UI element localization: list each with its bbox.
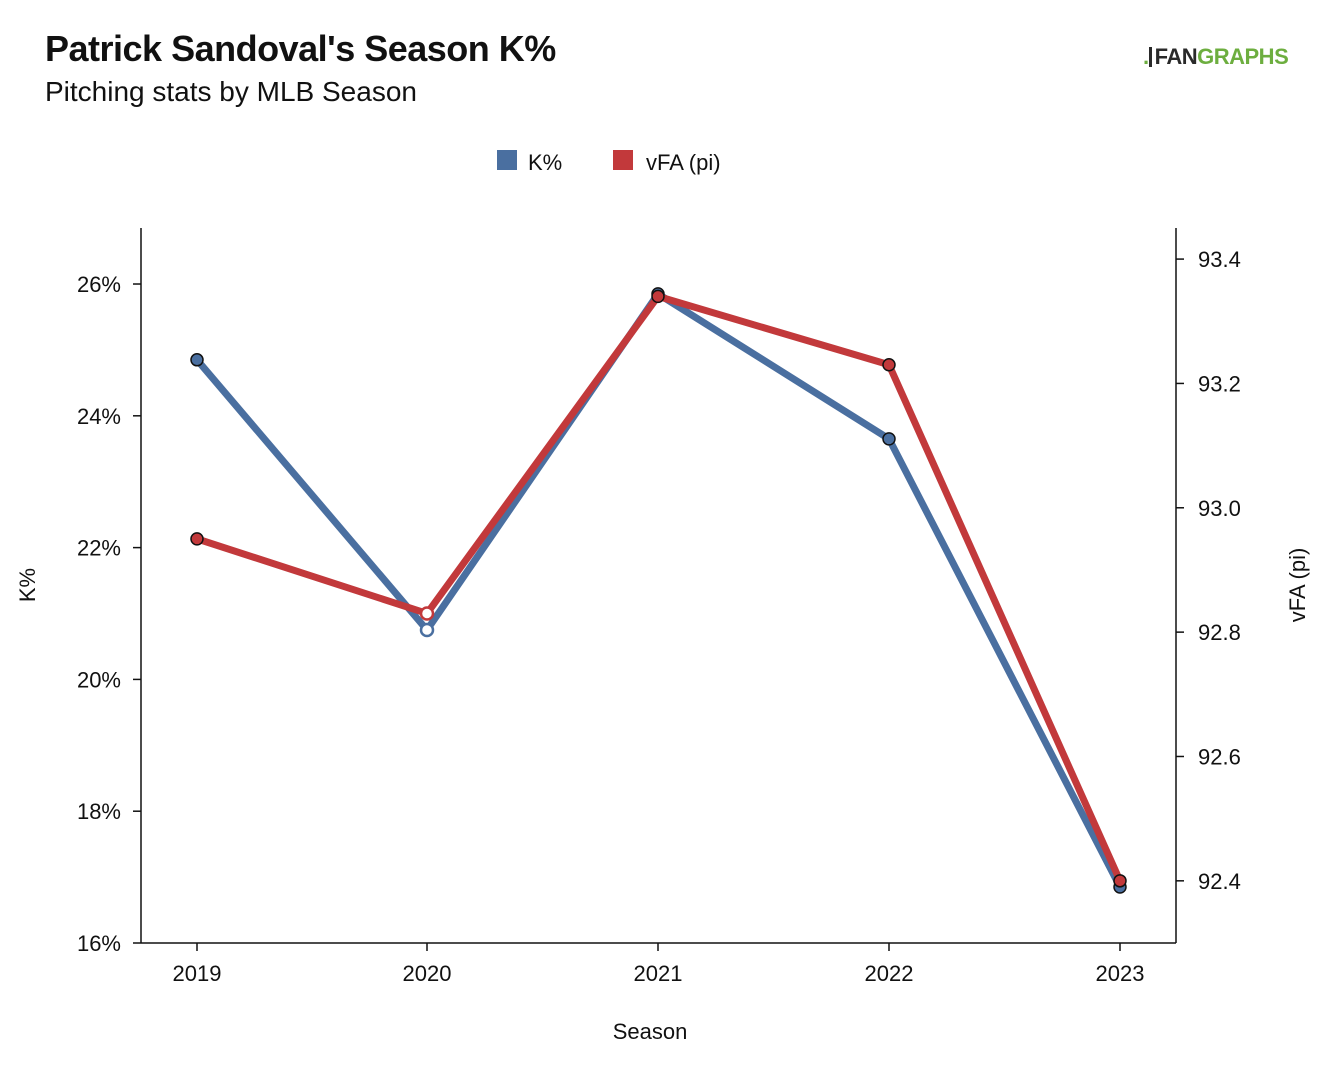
y-right-tick-label: 92.4 bbox=[1198, 869, 1241, 894]
data-point-k-pct[interactable] bbox=[190, 353, 204, 367]
x-tick-label: 2023 bbox=[1096, 961, 1145, 986]
axes: 16% 18% 20% 22% 24% 26% 92.4 92.6 92.8 93.0 93.2 93… bbox=[77, 228, 1241, 986]
fangraphs-logo: . FANGRAPHS bbox=[1143, 44, 1289, 70]
data-point-vfa[interactable] bbox=[1113, 874, 1127, 888]
data-point-vfa[interactable] bbox=[651, 289, 665, 304]
legend-swatch-k-pct bbox=[497, 150, 517, 170]
logo-graphs: GRAPHS bbox=[1197, 44, 1289, 69]
y-left-tick-label: 22% bbox=[77, 536, 121, 561]
y-left-tick-label: 20% bbox=[77, 667, 121, 692]
series-line-k-pct bbox=[193, 290, 1124, 891]
y-right-tick-label: 93.0 bbox=[1198, 496, 1241, 521]
y-right-tick-label: 92.8 bbox=[1198, 620, 1241, 645]
y-right-tick-label: 93.2 bbox=[1198, 371, 1241, 396]
chart-subtitle: Pitching stats by MLB Season bbox=[45, 76, 417, 107]
data-point-k-pct[interactable] bbox=[882, 432, 896, 446]
y-right-tick-label: 92.6 bbox=[1198, 744, 1241, 769]
chart-title: Patrick Sandoval's Season K% bbox=[45, 28, 556, 69]
y-right-tick-label: 93.4 bbox=[1198, 247, 1241, 272]
x-tick-label: 2020 bbox=[403, 961, 452, 986]
y-left-tick-label: 16% bbox=[77, 931, 121, 956]
y-left-tick-label: 24% bbox=[77, 404, 121, 429]
y-left-tick-label: 18% bbox=[77, 799, 121, 824]
data-point-vfa[interactable] bbox=[882, 358, 896, 372]
data-point-k-pct[interactable] bbox=[419, 622, 435, 638]
legend: K% vFA (pi) bbox=[497, 150, 721, 175]
series-line-vfa bbox=[193, 292, 1124, 885]
legend-label-k-pct: K% bbox=[528, 150, 562, 175]
y-left-tick-label: 26% bbox=[77, 272, 121, 297]
data-point-vfa[interactable] bbox=[190, 532, 204, 546]
logo-player-icon bbox=[1148, 47, 1152, 67]
logo-fan: FAN bbox=[1154, 44, 1198, 69]
legend-label-vfa: vFA (pi) bbox=[646, 150, 721, 175]
y-left-axis-title: K% bbox=[15, 568, 40, 602]
y-right-axis-title: vFA (pi) bbox=[1285, 548, 1310, 623]
logo-dot: . bbox=[1143, 44, 1149, 69]
series-layer bbox=[190, 287, 1127, 894]
legend-swatch-vfa bbox=[613, 150, 633, 170]
x-tick-label: 2021 bbox=[634, 961, 683, 986]
data-point-vfa[interactable] bbox=[419, 606, 435, 621]
x-tick-label: 2022 bbox=[865, 961, 914, 986]
x-axis-title: Season bbox=[613, 1019, 688, 1044]
x-tick-label: 2019 bbox=[173, 961, 222, 986]
